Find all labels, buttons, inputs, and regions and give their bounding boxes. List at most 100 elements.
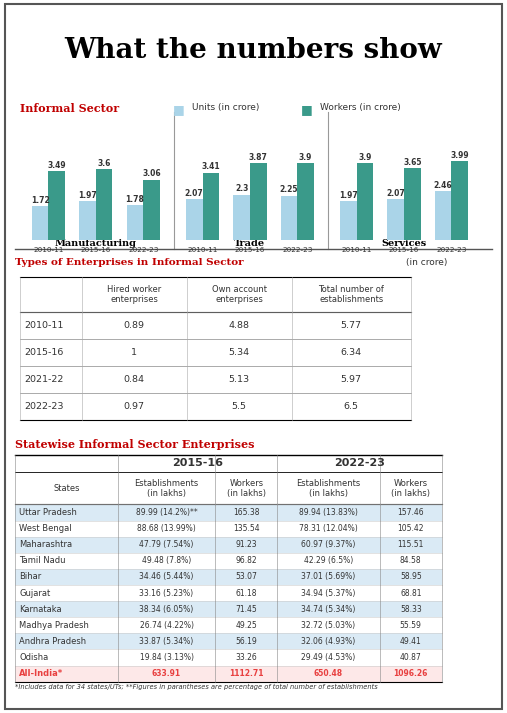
Text: 26.74 (4.22%): 26.74 (4.22%) <box>139 621 194 630</box>
FancyBboxPatch shape <box>15 520 118 537</box>
Text: 40.87: 40.87 <box>400 653 422 662</box>
Text: 2021-22: 2021-22 <box>25 375 64 384</box>
Text: Total number of
establishments: Total number of establishments <box>318 284 384 304</box>
Text: 96.82: 96.82 <box>236 556 257 565</box>
Text: States: States <box>53 484 80 493</box>
Text: Establishments
(in lakhs): Establishments (in lakhs) <box>297 478 360 498</box>
Text: Establishments
(in lakhs): Establishments (in lakhs) <box>134 478 199 498</box>
Text: 49.41: 49.41 <box>400 637 422 646</box>
Text: Services: Services <box>381 239 427 248</box>
FancyBboxPatch shape <box>215 665 277 682</box>
FancyBboxPatch shape <box>215 617 277 633</box>
FancyBboxPatch shape <box>277 569 380 585</box>
FancyBboxPatch shape <box>277 601 380 617</box>
Text: Odisha: Odisha <box>19 653 48 662</box>
Text: Andhra Pradesh: Andhra Pradesh <box>19 637 86 646</box>
Text: 115.51: 115.51 <box>397 540 424 549</box>
Text: 0.84: 0.84 <box>124 375 145 384</box>
Text: 68.81: 68.81 <box>400 588 421 597</box>
FancyBboxPatch shape <box>380 520 442 537</box>
Text: 89.94 (13.83%): 89.94 (13.83%) <box>299 508 358 517</box>
Text: 650.48: 650.48 <box>314 669 343 678</box>
FancyBboxPatch shape <box>277 537 380 553</box>
FancyBboxPatch shape <box>380 665 442 682</box>
FancyBboxPatch shape <box>215 553 277 569</box>
Text: 61.18: 61.18 <box>236 588 257 597</box>
FancyBboxPatch shape <box>118 520 215 537</box>
Text: 1: 1 <box>131 348 137 357</box>
Text: Trade: Trade <box>234 239 266 248</box>
Text: 19.84 (3.13%): 19.84 (3.13%) <box>139 653 194 662</box>
Text: 0.97: 0.97 <box>124 402 145 411</box>
Text: 29.49 (4.53%): 29.49 (4.53%) <box>302 653 356 662</box>
FancyBboxPatch shape <box>380 650 442 665</box>
Text: ■: ■ <box>172 103 184 116</box>
FancyBboxPatch shape <box>215 520 277 537</box>
Text: Karnataka: Karnataka <box>19 605 62 614</box>
Text: 56.19: 56.19 <box>235 637 257 646</box>
Text: 32.72 (5.03%): 32.72 (5.03%) <box>302 621 355 630</box>
Text: Statewise Informal Sector Enterprises: Statewise Informal Sector Enterprises <box>15 438 255 450</box>
FancyBboxPatch shape <box>277 633 380 650</box>
Text: ■: ■ <box>301 103 313 116</box>
FancyBboxPatch shape <box>277 617 380 633</box>
Text: Manufacturing: Manufacturing <box>55 239 137 248</box>
FancyBboxPatch shape <box>15 601 118 617</box>
FancyBboxPatch shape <box>15 633 118 650</box>
Text: 55.59: 55.59 <box>400 621 422 630</box>
Text: 58.33: 58.33 <box>400 605 422 614</box>
Text: (in crore): (in crore) <box>406 257 447 267</box>
Text: All-India*: All-India* <box>19 669 63 678</box>
FancyBboxPatch shape <box>380 553 442 569</box>
FancyBboxPatch shape <box>277 585 380 601</box>
Text: 34.74 (5.34%): 34.74 (5.34%) <box>301 605 356 614</box>
FancyBboxPatch shape <box>215 504 277 520</box>
FancyBboxPatch shape <box>380 504 442 520</box>
Text: 157.46: 157.46 <box>397 508 424 517</box>
Text: 5.34: 5.34 <box>229 348 250 357</box>
Text: Gujarat: Gujarat <box>19 588 50 597</box>
Text: 49.25: 49.25 <box>235 621 257 630</box>
FancyBboxPatch shape <box>118 504 215 520</box>
FancyBboxPatch shape <box>215 650 277 665</box>
FancyBboxPatch shape <box>15 585 118 601</box>
FancyBboxPatch shape <box>15 665 118 682</box>
Text: 6.5: 6.5 <box>344 402 358 411</box>
Text: 37.01 (5.69%): 37.01 (5.69%) <box>302 573 356 581</box>
FancyBboxPatch shape <box>15 650 118 665</box>
Text: 0.89: 0.89 <box>124 321 145 330</box>
Text: Hired worker
enterprises: Hired worker enterprises <box>107 284 162 304</box>
FancyBboxPatch shape <box>15 569 118 585</box>
Text: 5.5: 5.5 <box>232 402 247 411</box>
Text: Types of Enterprises in Informal Sector: Types of Enterprises in Informal Sector <box>15 257 244 267</box>
FancyBboxPatch shape <box>215 569 277 585</box>
Text: 58.95: 58.95 <box>400 573 422 581</box>
Text: 84.58: 84.58 <box>400 556 422 565</box>
FancyBboxPatch shape <box>15 504 118 520</box>
FancyBboxPatch shape <box>118 585 215 601</box>
Text: 4.88: 4.88 <box>229 321 250 330</box>
FancyBboxPatch shape <box>277 520 380 537</box>
Text: Informal Sector: Informal Sector <box>20 103 119 114</box>
Text: 33.26: 33.26 <box>235 653 257 662</box>
Text: 6.34: 6.34 <box>341 348 362 357</box>
Text: 1112.71: 1112.71 <box>229 669 264 678</box>
Text: 53.07: 53.07 <box>235 573 257 581</box>
FancyBboxPatch shape <box>277 504 380 520</box>
Text: 78.31 (12.04%): 78.31 (12.04%) <box>299 524 358 533</box>
Text: What the numbers show: What the numbers show <box>64 37 443 64</box>
Text: 47.79 (7.54%): 47.79 (7.54%) <box>139 540 194 549</box>
Text: *Includes data for 34 states/UTs; **Figures in parantheses are percentage of tot: *Includes data for 34 states/UTs; **Figu… <box>15 684 378 690</box>
Text: Workers (in crore): Workers (in crore) <box>320 103 401 112</box>
FancyBboxPatch shape <box>15 553 118 569</box>
Text: 5.77: 5.77 <box>341 321 361 330</box>
Text: 5.13: 5.13 <box>229 375 250 384</box>
Text: 2022-23: 2022-23 <box>334 458 385 468</box>
Text: 89.99 (14.2%)**: 89.99 (14.2%)** <box>136 508 197 517</box>
Text: 71.45: 71.45 <box>235 605 257 614</box>
FancyBboxPatch shape <box>118 617 215 633</box>
FancyBboxPatch shape <box>118 537 215 553</box>
FancyBboxPatch shape <box>215 633 277 650</box>
Text: Maharashtra: Maharashtra <box>19 540 72 549</box>
Text: Bihar: Bihar <box>19 573 41 581</box>
